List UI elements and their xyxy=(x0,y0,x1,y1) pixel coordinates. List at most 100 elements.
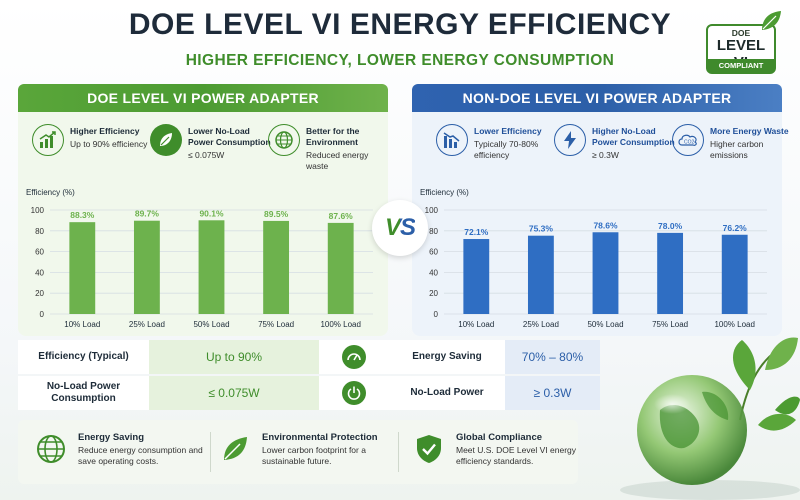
leaf-icon xyxy=(150,124,182,156)
feature-title: Higher No-Load Power Consumption xyxy=(592,126,675,147)
feature-title: Higher Efficiency xyxy=(70,126,140,136)
x-tick-label: 10% Load xyxy=(458,320,494,329)
y-tick-label: 40 xyxy=(35,268,44,277)
badge-leaf-icon xyxy=(762,11,781,30)
shield-check-icon xyxy=(412,432,446,466)
data-label: 90.1% xyxy=(199,208,224,218)
feature-environment: Better for the Environment Reduced energ… xyxy=(268,124,386,184)
x-tick-label: 100% Load xyxy=(320,320,360,329)
feature-title: Better for the Environment xyxy=(306,126,360,147)
bar xyxy=(198,220,225,314)
bar xyxy=(133,220,160,314)
svg-text:CO2: CO2 xyxy=(684,140,695,146)
y-tick-label: 80 xyxy=(429,227,438,236)
compliance-badge: DOE LEVEL VI COMPLIANT xyxy=(706,24,776,74)
badge-line1: DOE xyxy=(731,28,751,38)
y-tick-label: 80 xyxy=(35,227,44,236)
power-icon xyxy=(342,381,366,405)
divider xyxy=(398,432,399,472)
table-row: Efficiency (Typical) Up to 90% Energy Sa… xyxy=(18,340,600,374)
x-tick-label: 50% Load xyxy=(193,320,229,329)
benefit-desc: Lower carbon footprint for a sustainable… xyxy=(262,445,366,466)
table-row: No-Load Power Consumption ≤ 0.075W No-Lo… xyxy=(18,376,600,410)
vs-emblem: VS xyxy=(372,200,428,256)
benefit-energy-saving: Energy Saving Reduce energy consumption … xyxy=(34,430,214,480)
feature-desc: Reduced energy waste xyxy=(306,150,369,171)
bar-growth-icon xyxy=(32,124,64,156)
non-doe-efficiency-chart: Efficiency (%) 0 20 40 60 80 100 72.1% 10% Load 7… xyxy=(420,188,767,329)
feature-lower-efficiency: Lower Efficiency Typically 70-80% effici… xyxy=(436,124,554,184)
data-label: 88.3% xyxy=(70,210,95,220)
x-tick-label: 50% Load xyxy=(587,320,623,329)
page-subtitle: HIGHER EFFICIENCY, LOWER ENERGY CONSUMPT… xyxy=(185,52,615,69)
bar-decline-icon xyxy=(436,124,468,156)
non-doe-value: ≥ 0.3W xyxy=(505,376,600,410)
x-tick-label: 75% Load xyxy=(652,320,688,329)
data-label: 72.1% xyxy=(464,227,489,237)
benefit-environmental: Environmental Protection Lower carbon fo… xyxy=(218,430,398,480)
bar xyxy=(592,232,619,314)
benefit-title: Environmental Protection xyxy=(262,432,378,443)
gauge-icon xyxy=(342,345,366,369)
bar xyxy=(527,235,554,314)
feature-energy-waste: CO2 More Energy Waste Higher carbon emis… xyxy=(672,124,790,184)
feature-desc: ≤ 0.075W xyxy=(188,150,225,160)
data-label: 76.2% xyxy=(723,223,748,233)
feature-title: More Energy Waste xyxy=(710,126,789,136)
feature-desc: Typically 70-80% efficiency xyxy=(474,139,539,160)
bar xyxy=(327,222,354,314)
doe-efficiency-chart: Efficiency (%) 0 20 40 60 80 100 88.3% 10% Load 8… xyxy=(26,188,373,329)
benefit-title: Global Compliance xyxy=(456,432,543,443)
non-doe-value: 70% – 80% xyxy=(505,340,600,374)
data-label: 78.0% xyxy=(658,221,683,231)
benefit-desc: Meet U.S. DOE Level VI energy efficiency… xyxy=(456,445,576,466)
x-tick-label: 10% Load xyxy=(64,320,100,329)
data-label: 75.3% xyxy=(529,224,554,234)
y-tick-label: 60 xyxy=(429,248,438,257)
feature-higher-no-load: Higher No-Load Power Consumption ≥ 0.3W xyxy=(554,124,675,184)
vs-label: VS xyxy=(385,214,416,242)
y-tick-label: 100 xyxy=(31,206,45,215)
data-label: 78.6% xyxy=(593,220,618,230)
bar xyxy=(721,234,748,314)
benefit-title: Energy Saving xyxy=(78,432,144,443)
data-label: 87.6% xyxy=(329,211,354,221)
row-label: No-Load Power xyxy=(389,376,505,410)
globe-icon xyxy=(34,432,68,466)
feature-desc: ≥ 0.3W xyxy=(592,150,619,160)
y-axis-label: Efficiency (%) xyxy=(26,188,75,197)
x-tick-label: 75% Load xyxy=(258,320,294,329)
feature-desc: Up to 90% efficiency xyxy=(70,139,148,149)
lightning-icon xyxy=(554,124,586,156)
feature-title: Lower No-Load Power Consumption xyxy=(188,126,271,147)
bar xyxy=(463,239,490,314)
data-label: 89.5% xyxy=(264,209,289,219)
leaf-icon xyxy=(218,432,252,466)
row-label: Energy Saving xyxy=(389,340,505,374)
row-label: Efficiency (Typical) xyxy=(18,340,149,374)
doe-panel: DOE LEVEL VI POWER ADAPTER Higher Effici… xyxy=(18,84,388,336)
feature-lower-no-load: Lower No-Load Power Consumption ≤ 0.075W xyxy=(150,124,271,184)
feature-desc: Higher carbon emissions xyxy=(710,139,764,160)
x-tick-label: 25% Load xyxy=(523,320,559,329)
non-doe-panel: NON-DOE LEVEL VI POWER ADAPTER Lower Eff… xyxy=(412,84,789,336)
data-label: 89.7% xyxy=(135,209,160,219)
benefit-compliance: Global Compliance Meet U.S. DOE Level VI… xyxy=(412,430,582,480)
y-tick-label: 60 xyxy=(35,248,44,257)
non-doe-panel-heading: NON-DOE LEVEL VI POWER ADAPTER xyxy=(412,84,782,112)
y-tick-label: 20 xyxy=(35,289,44,298)
globe-decoration xyxy=(620,337,800,500)
divider xyxy=(210,432,211,472)
comparison-table: Efficiency (Typical) Up to 90% Energy Sa… xyxy=(18,340,600,410)
feature-title: Lower Efficiency xyxy=(474,126,542,136)
x-tick-label: 100% Load xyxy=(714,320,754,329)
badge-line3: COMPLIANT xyxy=(708,59,774,72)
bar xyxy=(263,220,290,314)
doe-value: Up to 90% xyxy=(149,340,319,374)
y-tick-label: 100 xyxy=(425,206,439,215)
y-tick-label: 40 xyxy=(429,268,438,277)
y-axis-label: Efficiency (%) xyxy=(420,188,469,197)
doe-panel-heading: DOE LEVEL VI POWER ADAPTER xyxy=(18,84,388,112)
doe-value: ≤ 0.075W xyxy=(149,376,319,410)
feature-higher-efficiency: Higher Efficiency Up to 90% efficiency xyxy=(32,124,150,184)
